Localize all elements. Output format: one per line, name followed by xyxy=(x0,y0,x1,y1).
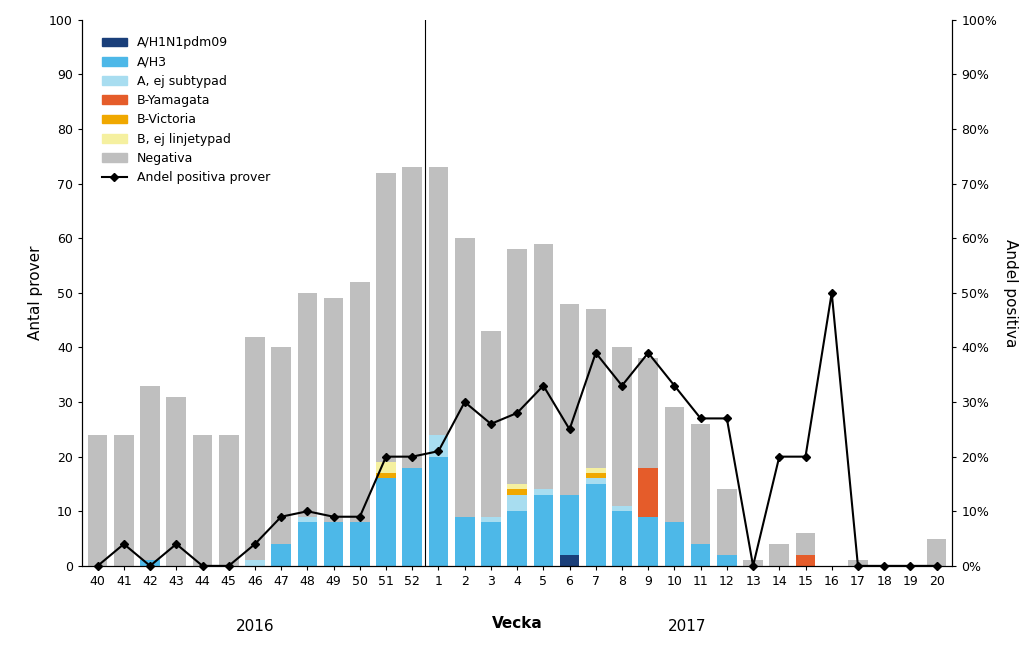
Bar xyxy=(586,478,605,484)
Bar xyxy=(586,473,605,478)
Bar xyxy=(114,435,134,566)
Bar xyxy=(612,511,632,566)
Bar xyxy=(586,468,605,473)
Bar xyxy=(665,407,684,522)
Bar xyxy=(481,522,501,566)
Bar xyxy=(350,282,370,522)
Bar xyxy=(376,462,396,473)
Bar xyxy=(140,386,160,561)
Bar xyxy=(219,435,239,566)
Bar xyxy=(560,304,580,495)
Bar xyxy=(691,424,711,544)
Bar xyxy=(324,298,343,522)
Bar xyxy=(717,490,736,555)
Bar xyxy=(193,435,212,566)
Bar xyxy=(481,331,501,517)
Bar xyxy=(167,397,186,566)
Bar xyxy=(560,495,580,555)
Bar xyxy=(534,490,553,495)
Bar xyxy=(88,435,108,566)
Text: 2017: 2017 xyxy=(669,619,707,634)
Bar xyxy=(271,347,291,544)
Bar xyxy=(429,457,449,566)
Bar xyxy=(612,506,632,511)
Bar xyxy=(691,544,711,566)
Bar xyxy=(455,517,474,566)
Bar xyxy=(927,538,946,566)
Bar xyxy=(507,490,527,495)
Bar xyxy=(350,522,370,566)
Bar xyxy=(586,484,605,566)
Bar xyxy=(140,561,160,566)
Bar xyxy=(586,309,605,468)
Bar xyxy=(402,167,422,468)
Bar xyxy=(455,238,474,517)
Bar xyxy=(298,517,317,522)
Bar xyxy=(402,468,422,566)
Bar xyxy=(717,555,736,566)
Bar xyxy=(743,561,763,566)
Text: 2016: 2016 xyxy=(236,619,274,634)
Bar xyxy=(638,359,658,468)
Bar xyxy=(245,561,265,566)
Bar xyxy=(638,468,658,517)
Bar xyxy=(534,495,553,566)
Bar xyxy=(376,478,396,566)
Bar xyxy=(560,555,580,566)
Bar xyxy=(481,517,501,522)
Bar xyxy=(665,522,684,566)
Bar xyxy=(534,243,553,490)
Bar xyxy=(376,172,396,462)
Y-axis label: Andel positiva: Andel positiva xyxy=(1004,239,1018,347)
Bar xyxy=(429,435,449,457)
Bar xyxy=(324,522,343,566)
Bar xyxy=(429,167,449,435)
Bar xyxy=(271,544,291,566)
Bar xyxy=(376,473,396,478)
Bar xyxy=(796,533,815,555)
Y-axis label: Antal prover: Antal prover xyxy=(29,245,43,340)
Bar xyxy=(796,555,815,566)
Bar xyxy=(769,544,790,566)
Bar xyxy=(507,249,527,484)
Bar xyxy=(507,484,527,490)
Bar xyxy=(612,347,632,506)
Bar xyxy=(638,517,658,566)
Bar xyxy=(507,495,527,511)
Legend: A/H1N1pdm09, A/H3, A, ej subtypad, B-Yamagata, B-Victoria, B, ej linjetypad, Neg: A/H1N1pdm09, A/H3, A, ej subtypad, B-Yam… xyxy=(97,32,275,190)
Bar xyxy=(507,511,527,566)
Bar xyxy=(848,561,867,566)
Bar xyxy=(298,293,317,517)
Bar xyxy=(245,336,265,561)
Bar xyxy=(298,522,317,566)
X-axis label: Vecka: Vecka xyxy=(492,616,543,630)
